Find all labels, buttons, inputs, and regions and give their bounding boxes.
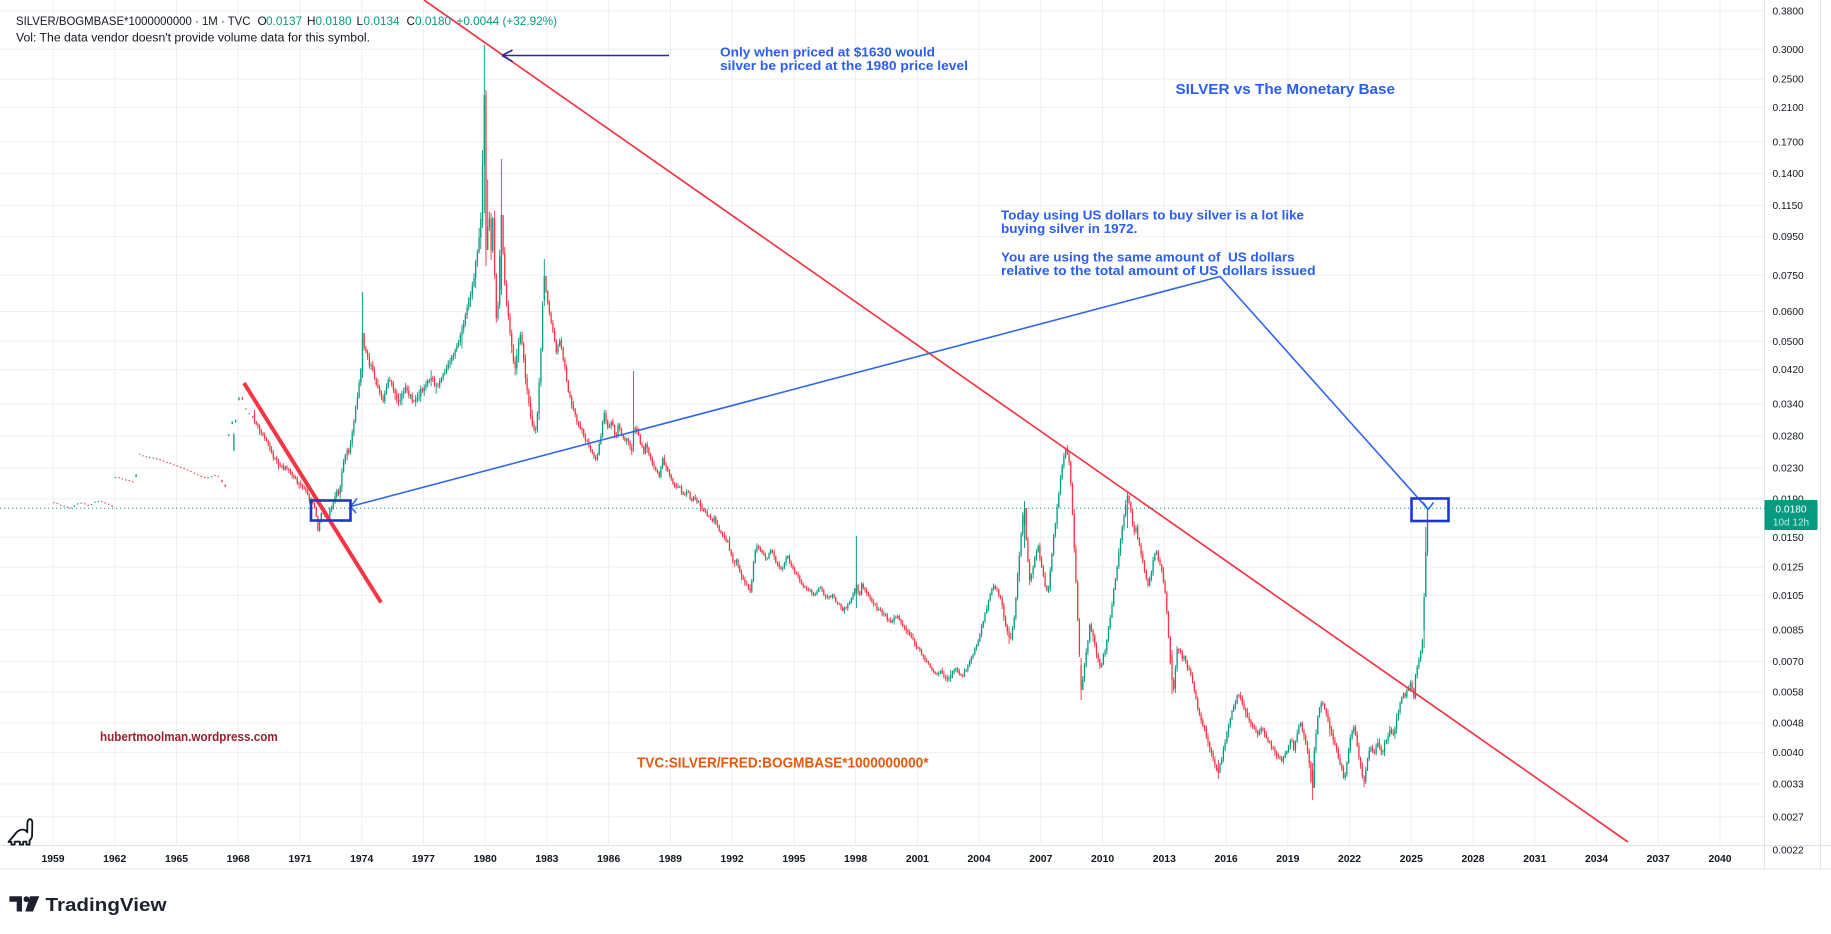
svg-text:0.0340: 0.0340 bbox=[1773, 400, 1804, 411]
svg-text:0.0280: 0.0280 bbox=[1773, 431, 1804, 442]
svg-text:1968: 1968 bbox=[227, 854, 250, 865]
svg-text:0.1150: 0.1150 bbox=[1773, 201, 1804, 212]
svg-text:2040: 2040 bbox=[1708, 854, 1731, 865]
svg-text:1962: 1962 bbox=[103, 854, 126, 865]
svg-text:1971: 1971 bbox=[288, 854, 311, 865]
svg-text:0.0070: 0.0070 bbox=[1773, 657, 1804, 668]
svg-text:0.0027: 0.0027 bbox=[1773, 812, 1804, 823]
svg-text:0.0190: 0.0190 bbox=[1773, 494, 1804, 505]
svg-text:1959: 1959 bbox=[41, 854, 64, 865]
svg-text:Today using US dollars to buy: Today using US dollars to buy silver is … bbox=[1001, 209, 1304, 223]
svg-text:2004: 2004 bbox=[968, 854, 991, 865]
svg-text:0.0600: 0.0600 bbox=[1773, 307, 1804, 318]
svg-text:0.3000: 0.3000 bbox=[1773, 45, 1804, 56]
svg-text:1992: 1992 bbox=[721, 854, 744, 865]
svg-text:2037: 2037 bbox=[1647, 854, 1670, 865]
svg-text:0.2500: 0.2500 bbox=[1773, 75, 1804, 86]
svg-text:0.0150: 0.0150 bbox=[1773, 533, 1804, 544]
svg-text:hubertmoolman.wordpress.com: hubertmoolman.wordpress.com bbox=[100, 729, 278, 744]
svg-text:2007: 2007 bbox=[1029, 854, 1052, 865]
svg-text:2010: 2010 bbox=[1091, 854, 1114, 865]
svg-text:0.1700: 0.1700 bbox=[1773, 138, 1804, 149]
svg-text:0.0180: 0.0180 bbox=[1775, 505, 1806, 516]
svg-text:0.0033: 0.0033 bbox=[1773, 780, 1804, 791]
svg-text:0.0750: 0.0750 bbox=[1773, 271, 1804, 282]
svg-text:TVC:SILVER/FRED:BOGMBASE*10000: TVC:SILVER/FRED:BOGMBASE*1000000000* bbox=[637, 755, 929, 772]
svg-text:1974: 1974 bbox=[350, 854, 373, 865]
svg-text:1977: 1977 bbox=[412, 854, 435, 865]
svg-text:0.0950: 0.0950 bbox=[1773, 232, 1804, 243]
svg-text:2019: 2019 bbox=[1276, 854, 1299, 865]
svg-text:0.0085: 0.0085 bbox=[1773, 626, 1804, 637]
svg-text:2034: 2034 bbox=[1585, 854, 1608, 865]
svg-text:0.3800: 0.3800 bbox=[1773, 6, 1804, 17]
svg-text:2013: 2013 bbox=[1153, 854, 1176, 865]
svg-text:1983: 1983 bbox=[535, 854, 558, 865]
svg-text:10d 12h: 10d 12h bbox=[1773, 518, 1809, 529]
svg-text:SILVER vs The Monetary Base: SILVER vs The Monetary Base bbox=[1176, 81, 1396, 98]
svg-text:1989: 1989 bbox=[659, 854, 682, 865]
svg-text:You are using the same amount: You are using the same amount of US doll… bbox=[1001, 251, 1295, 265]
svg-text:1995: 1995 bbox=[782, 854, 805, 865]
svg-text:SILVER/BOGMBASE*1000000000 · 1: SILVER/BOGMBASE*1000000000 · 1M · TVC O0.… bbox=[16, 14, 557, 28]
svg-text:0.2100: 0.2100 bbox=[1773, 103, 1804, 114]
svg-text:2022: 2022 bbox=[1338, 854, 1361, 865]
svg-text:TradingView: TradingView bbox=[46, 894, 168, 915]
svg-text:0.0420: 0.0420 bbox=[1773, 365, 1804, 376]
svg-text:0.0040: 0.0040 bbox=[1773, 748, 1804, 759]
svg-text:1965: 1965 bbox=[165, 854, 188, 865]
svg-text:2031: 2031 bbox=[1523, 854, 1546, 865]
svg-text:2001: 2001 bbox=[906, 854, 929, 865]
svg-text:relative to the total amount o: relative to the total amount of US dolla… bbox=[1001, 264, 1316, 278]
svg-text:0.0125: 0.0125 bbox=[1773, 563, 1804, 574]
svg-text:0.0058: 0.0058 bbox=[1773, 688, 1804, 699]
svg-text:1998: 1998 bbox=[844, 854, 867, 865]
svg-text:1980: 1980 bbox=[474, 854, 497, 865]
svg-text:silver be priced at the 1980 p: silver be priced at the 1980 price level bbox=[720, 59, 968, 73]
svg-text:Vol: The data vendor doesn't p: Vol: The data vendor doesn't provide vol… bbox=[16, 30, 370, 44]
svg-text:2028: 2028 bbox=[1461, 854, 1484, 865]
svg-text:0.0500: 0.0500 bbox=[1773, 337, 1804, 348]
svg-text:2016: 2016 bbox=[1215, 854, 1238, 865]
svg-text:2025: 2025 bbox=[1400, 854, 1423, 865]
svg-text:0.1400: 0.1400 bbox=[1773, 169, 1804, 180]
svg-text:0.0048: 0.0048 bbox=[1773, 719, 1804, 730]
svg-text:0.0022: 0.0022 bbox=[1773, 846, 1804, 857]
svg-text:buying silver in 1972.: buying silver in 1972. bbox=[1001, 222, 1137, 236]
svg-text:1986: 1986 bbox=[597, 854, 620, 865]
svg-text:Only when priced at $1630 woul: Only when priced at $1630 would bbox=[720, 46, 935, 60]
svg-text:0.0230: 0.0230 bbox=[1773, 463, 1804, 474]
svg-text:0.0105: 0.0105 bbox=[1773, 591, 1804, 602]
